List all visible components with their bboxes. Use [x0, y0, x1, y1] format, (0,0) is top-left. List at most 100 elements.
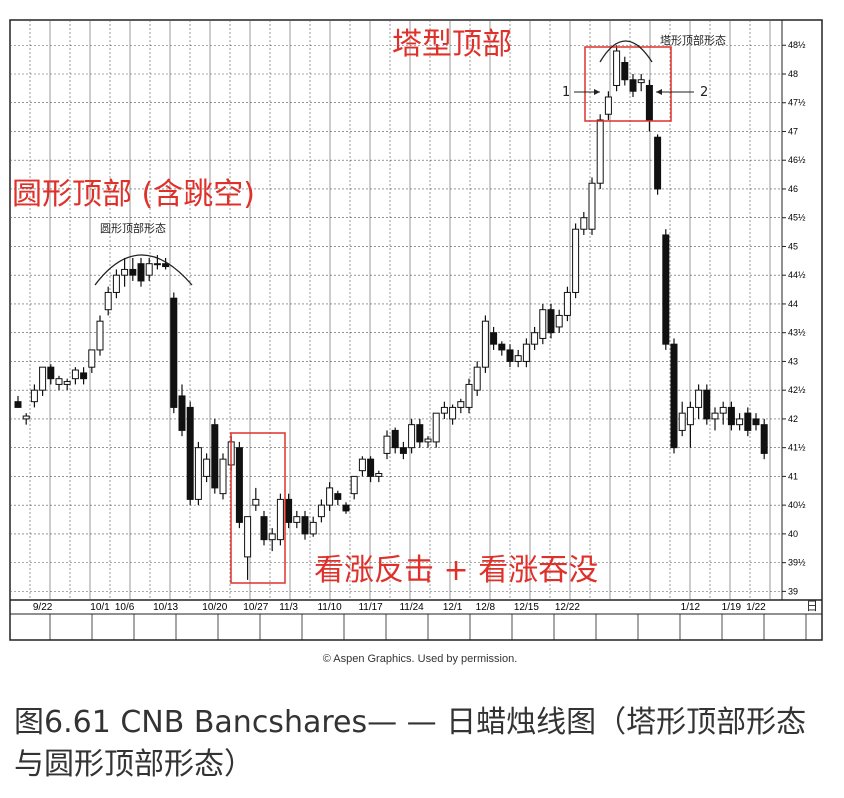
candle-body [498, 343, 506, 351]
candle-body [727, 406, 735, 426]
annotation: 塔形顶部形态 [660, 33, 726, 47]
candle-body [678, 412, 686, 431]
x-tick-label: 1/22 [746, 602, 766, 613]
y-tick-label: 43½ [788, 328, 806, 338]
x-tick-label: 12/15 [514, 602, 539, 613]
candle-body [539, 309, 547, 339]
x-tick-label: 11/10 [317, 602, 342, 613]
x-tick-label: 1/19 [722, 602, 742, 613]
candle-body [473, 366, 481, 391]
candle-body [121, 268, 129, 276]
y-tick-label: 48 [788, 69, 798, 79]
candle-body [276, 498, 284, 541]
candle-body [465, 383, 473, 408]
candle-body [293, 516, 301, 523]
highlight-box [230, 432, 286, 584]
candle-body [342, 504, 350, 512]
candle-body [637, 79, 645, 84]
candle-body [244, 516, 252, 558]
candle-body [186, 406, 194, 500]
candle-body [695, 389, 703, 408]
y-tick-label: 42½ [788, 385, 806, 395]
y-tick-label: 39½ [788, 558, 806, 568]
y-tick-label: 39 [788, 586, 798, 596]
candle-body [506, 349, 514, 362]
plot: 39 39½ 40 40½ 41 41½ 42 42½ 43 43½ 44 44½ 45 45½ 46 46½… [10, 20, 807, 640]
candle-body [30, 389, 38, 403]
candle-body [285, 498, 293, 523]
candle-body [367, 458, 375, 477]
y-tick-label: 45½ [788, 213, 806, 223]
candle-body [63, 381, 71, 385]
candle-body [580, 217, 588, 230]
x-tick-label: 11/17 [358, 602, 383, 613]
candle-body [481, 320, 489, 368]
candle-body [96, 320, 104, 351]
candle-body [645, 84, 653, 121]
y-tick-label: 40 [788, 529, 798, 539]
candle-body [47, 366, 55, 380]
x-axis-label: 日 [806, 599, 818, 613]
candle-body [719, 406, 727, 414]
candle-body [555, 314, 563, 328]
candle-body [14, 401, 22, 408]
candle-body [252, 498, 260, 506]
candle-body [383, 435, 391, 454]
y-tick-label: 41½ [788, 443, 806, 453]
arrow-head [656, 89, 662, 95]
candle-body [104, 291, 112, 311]
candle-body [736, 418, 744, 426]
candle-body [39, 366, 47, 391]
y-tick-label: 47 [788, 126, 798, 136]
candle-body [317, 504, 325, 518]
candle-body [137, 263, 145, 282]
candle-body [203, 458, 211, 477]
candle-body [514, 355, 522, 362]
candle-body [194, 447, 202, 500]
x-tick-label: 1/12 [681, 602, 701, 613]
candle-body [670, 343, 678, 449]
x-tick-label: 10/1 [90, 602, 110, 613]
candle-body [563, 291, 571, 316]
candle-body [334, 493, 342, 500]
y-tick-label: 43 [788, 356, 798, 366]
annotation: 1 [562, 85, 570, 100]
candle-body [522, 343, 530, 362]
candle-body [88, 349, 96, 368]
y-tick-label: 44 [788, 299, 798, 309]
y-tick-label: 46 [788, 184, 798, 194]
x-tick-label: 11/24 [399, 602, 424, 613]
x-tick-label: 12/22 [555, 602, 580, 613]
candle-body [711, 412, 719, 420]
candle-body [588, 182, 596, 230]
x-tick-label: 10/20 [202, 602, 227, 613]
x-tick-label: 12/1 [443, 602, 463, 613]
annotation: 看涨反击 + 看涨吞没 [314, 553, 598, 588]
candle-body [613, 50, 621, 86]
arrow-head [594, 89, 600, 95]
annotation: 圆形顶部 (含跳空) [12, 177, 255, 212]
candle-body [145, 263, 153, 276]
y-tick-label: 44½ [788, 270, 806, 280]
candle-body [301, 516, 309, 535]
annotation: 2 [700, 85, 708, 100]
credit: © Aspen Graphics. Used by permission. [323, 653, 518, 665]
candle-body [178, 395, 186, 431]
y-tick-label: 48½ [788, 40, 806, 50]
y-tick-label: 47½ [788, 98, 806, 108]
candle-body [662, 234, 670, 345]
candle-body [654, 136, 662, 190]
candle-body [162, 263, 170, 268]
candle-body [375, 473, 383, 477]
candle-body [416, 424, 424, 443]
candle-body [449, 406, 457, 420]
candle-body [358, 458, 366, 472]
arc [599, 40, 653, 63]
candle-body [309, 521, 317, 535]
candle-body [22, 415, 30, 420]
arc [94, 254, 193, 286]
annotation: 塔型顶部 [392, 27, 512, 62]
candle-body [268, 533, 276, 541]
caption: 图6.61 CNB Bancshares— — 日蜡烛线图（塔形顶部形态与圆形顶… [14, 705, 807, 782]
